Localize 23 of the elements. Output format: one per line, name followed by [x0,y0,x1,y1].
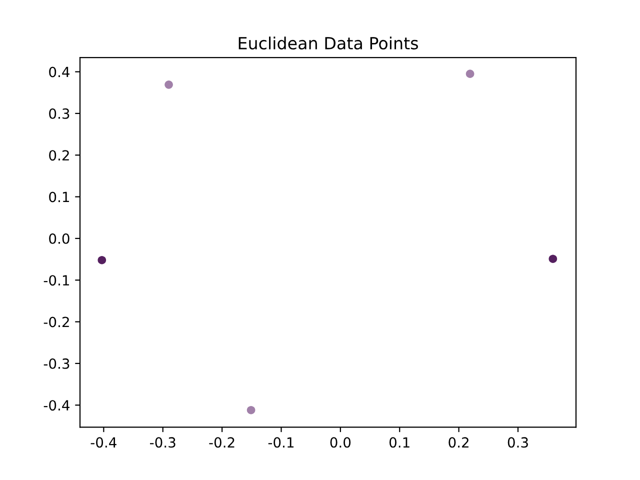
chart-title: Euclidean Data Points [238,36,418,50]
y-tick-label: 0.0 [49,233,70,244]
x-tick-label: 0.0 [330,437,351,448]
point [246,406,256,414]
y-tick-label: -0.4 [44,400,70,411]
x-tick-label: -0.3 [150,437,176,448]
y-tick-label: -0.3 [44,358,70,369]
y-tick-label: 0.4 [49,66,70,78]
y-tick-label: 0.2 [49,150,69,161]
x-tick-label: -0.4 [90,437,116,448]
x-tick-label: 0.3 [508,437,528,448]
y-tick-label: -0.2 [44,316,69,328]
y-tick-label: 0.1 [49,192,69,202]
x-tick-label: 0.1 [389,437,410,448]
x-tick-label: 0.2 [448,437,468,448]
point [164,80,173,89]
y-tick-label: -0.1 [44,275,69,286]
point [466,70,474,78]
y-tick-label: 0.3 [49,108,70,119]
point [548,254,558,264]
x-tick-label: -0.1 [268,437,294,448]
point [98,256,106,264]
x-tick-label: -0.2 [209,437,234,448]
